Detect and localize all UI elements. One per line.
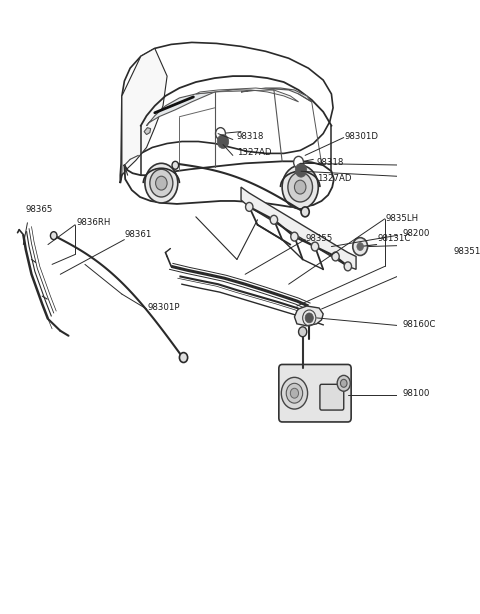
Text: 1327AD: 1327AD <box>317 174 351 183</box>
Circle shape <box>291 232 298 241</box>
Circle shape <box>50 231 57 239</box>
Circle shape <box>180 352 188 362</box>
Text: 98318: 98318 <box>317 158 344 167</box>
Circle shape <box>299 327 307 336</box>
Text: 9836RH: 9836RH <box>77 218 111 227</box>
Polygon shape <box>146 92 215 126</box>
Text: 98365: 98365 <box>26 206 53 214</box>
Circle shape <box>295 163 307 177</box>
Circle shape <box>301 207 309 217</box>
Text: 98301P: 98301P <box>147 303 180 311</box>
Polygon shape <box>196 88 299 102</box>
Circle shape <box>150 169 173 197</box>
Circle shape <box>172 161 179 169</box>
Circle shape <box>145 163 178 203</box>
Circle shape <box>270 216 277 224</box>
Circle shape <box>282 165 318 209</box>
Circle shape <box>281 378 308 409</box>
Circle shape <box>312 242 319 251</box>
Text: 98318: 98318 <box>237 132 264 141</box>
Circle shape <box>340 379 347 387</box>
Polygon shape <box>122 49 167 175</box>
Circle shape <box>294 180 306 194</box>
Text: 98301D: 98301D <box>345 132 379 141</box>
Polygon shape <box>241 88 312 102</box>
Circle shape <box>294 157 303 168</box>
Circle shape <box>217 134 228 149</box>
Circle shape <box>216 128 226 139</box>
Text: 98351: 98351 <box>453 247 480 256</box>
Text: 98355: 98355 <box>305 234 333 243</box>
Polygon shape <box>241 187 356 270</box>
FancyBboxPatch shape <box>320 384 344 410</box>
Circle shape <box>337 375 350 391</box>
Text: 98131C: 98131C <box>377 234 411 243</box>
Text: 98200: 98200 <box>402 229 430 238</box>
Circle shape <box>288 173 312 202</box>
Text: 98160C: 98160C <box>402 321 435 329</box>
Circle shape <box>357 243 363 251</box>
Text: 98100: 98100 <box>402 389 430 398</box>
Text: 9835LH: 9835LH <box>385 214 419 223</box>
Text: 98361: 98361 <box>124 230 152 239</box>
Circle shape <box>305 313 313 323</box>
Polygon shape <box>120 42 333 183</box>
Circle shape <box>344 262 351 271</box>
Circle shape <box>353 238 368 255</box>
Circle shape <box>286 383 303 403</box>
Text: 1327AD: 1327AD <box>237 148 271 157</box>
FancyBboxPatch shape <box>279 365 351 422</box>
Circle shape <box>156 176 167 190</box>
Polygon shape <box>294 306 323 326</box>
Circle shape <box>332 252 339 261</box>
Polygon shape <box>144 128 151 134</box>
Circle shape <box>290 388 299 398</box>
Circle shape <box>246 203 253 211</box>
